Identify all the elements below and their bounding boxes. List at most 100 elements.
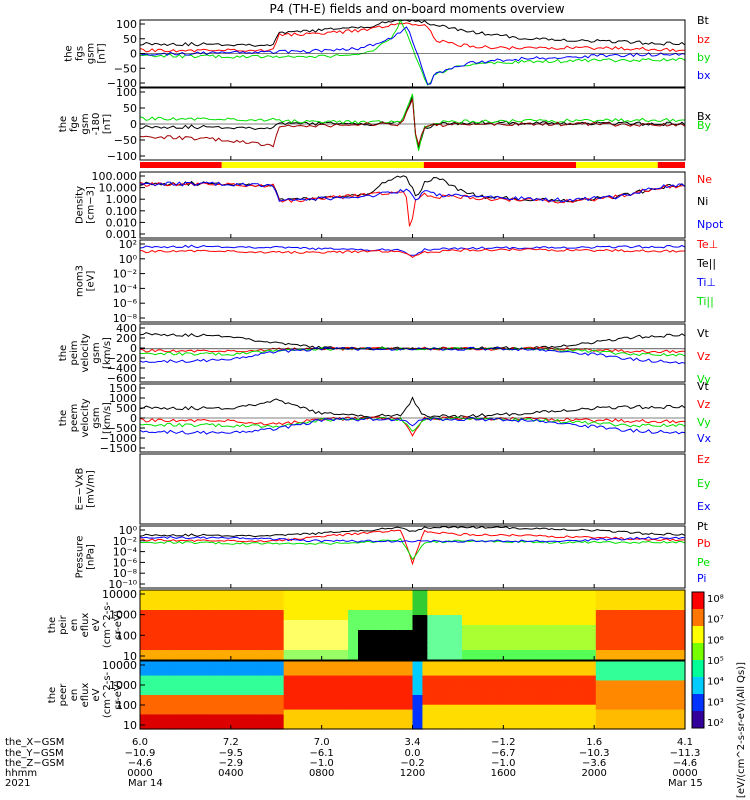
heatmap-cell [239,714,245,720]
heatmap-cell [298,709,305,716]
heatmap-cell [576,680,582,686]
heatmap-cell [234,625,240,631]
heatmap-cell [516,699,523,706]
heatmap-cell [635,655,641,661]
heatmap-cell [680,640,686,646]
heatmap-cell [229,600,235,606]
heatmap-cell [288,690,295,696]
heatmap-cell [506,610,513,616]
heatmap-cell [501,695,508,701]
heatmap-cell [437,650,443,656]
heatmap-cell [595,695,602,701]
heatmap-cell [402,709,409,716]
heatmap-cell [323,615,329,621]
heatmap-cell [263,640,270,646]
heatmap-cell [219,650,225,656]
heatmap-cell [655,670,661,677]
heatmap-cell [541,714,547,720]
heatmap-cell [506,595,513,601]
heatmap-cell [655,605,661,611]
heatmap-cell [169,595,176,601]
heatmap-cell [531,615,537,621]
heatmap-cell [283,685,290,691]
heatmap-cell [417,640,423,646]
heatmap-cell [318,625,324,631]
heatmap-cell [635,620,641,626]
heatmap-cell [407,650,414,656]
heatmap-cell [189,675,196,682]
heatmap-cell [556,630,562,636]
heatmap-cell [377,695,384,701]
series-line-by [139,18,686,86]
heatmap-cell [169,615,176,621]
heatmap-cell [234,590,240,596]
heatmap-cell [184,645,191,651]
heatmap-cell [219,635,225,641]
heatmap-cell [471,704,478,711]
heatmap-cell [348,615,354,621]
heatmap-cell [556,610,562,616]
heatmap-cell [536,704,542,711]
heatmap-cell [655,719,661,725]
heatmap-cell [447,695,453,701]
heatmap-cell [600,650,607,656]
heatmap-cell [546,709,552,716]
legend-label: Bt [697,14,710,27]
heatmap-cell [303,670,310,677]
heatmap-cell [452,699,458,706]
heatmap-cell [224,709,230,716]
heatmap-cell [546,675,552,682]
y-axis-label-line: [nT] [102,114,113,134]
heatmap-cell [610,625,617,631]
date-label-end: Mar 15 [668,778,703,789]
heatmap-cell [229,709,235,716]
heatmap-cell [268,714,275,720]
heatmap-cell [308,630,314,636]
heatmap-cell [273,650,280,656]
heatmap-cell [328,661,334,667]
heatmap-cell [610,650,617,656]
colorbar-cell [692,643,704,661]
heatmap-cell [447,625,453,631]
heatmap-cell [496,620,503,626]
heatmap-cell [476,590,483,596]
heatmap-cell [392,719,399,725]
heatmap-cell [670,630,676,636]
heatmap-cell [467,600,473,606]
y-tick-label: 0.001 [106,228,138,241]
heatmap-cell [665,670,671,677]
heatmap-cell [209,635,215,641]
heatmap-cell [338,655,344,661]
heatmap-cell [541,680,547,686]
heatmap-cell [362,714,369,720]
heatmap-cell [531,724,537,730]
heatmap-cell [610,600,617,606]
heatmap-cell [605,709,612,716]
panel-3: 100.00010.0001.0000.1000.0100.001Density… [75,170,724,241]
heatmap-cell [467,610,473,616]
heatmap-cell [645,680,651,686]
legend-label: Pe [697,556,710,569]
heatmap-cell [169,661,176,667]
colorbar-label: [eV/(cm^2-s-sr-eV)(All Qs)] [736,662,747,798]
heatmap-cell [328,670,334,677]
heatmap-cell [293,645,300,651]
heatmap-cell [665,625,671,631]
heatmap-cell [526,680,532,686]
heatmap-cell [561,610,567,616]
y-tick-label: 10 [123,719,137,732]
heatmap-cell [481,645,488,651]
heatmap-cell [610,590,617,596]
heatmap-cell [159,685,166,691]
heatmap-cell [471,650,478,656]
heatmap-cell [154,595,161,601]
heatmap-cell [144,665,151,672]
heatmap-cell [541,640,547,646]
heatmap-cell [486,640,493,646]
heatmap-cell [625,620,632,626]
heatmap-cell [650,685,656,691]
heatmap-cell [422,704,428,711]
heatmap-cell [576,595,582,601]
heatmap-cell [566,690,572,696]
heatmap-cell [462,595,468,601]
